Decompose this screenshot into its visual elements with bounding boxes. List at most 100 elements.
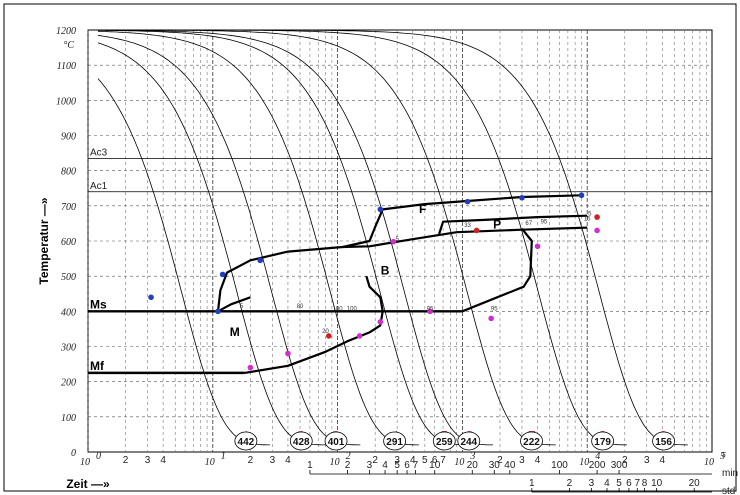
phase-percent-label: 100 xyxy=(347,307,358,313)
transformation-point xyxy=(488,315,494,322)
x-minor-label: 6 xyxy=(432,455,438,466)
hours-tick-label: 3 xyxy=(589,478,595,489)
hardness-value-1: 442 xyxy=(238,437,255,448)
hardness-circle-1 xyxy=(234,431,258,451)
phase-percent-label: 15 xyxy=(584,217,591,223)
hardness-value-6: 244 xyxy=(460,437,477,448)
hours-tick-label: 1 xyxy=(529,478,535,489)
phase-percent-label: 33 xyxy=(464,223,471,229)
transformation-point xyxy=(377,319,384,325)
x-decade-label: 10 xyxy=(454,457,464,468)
minutes-tick-label: 1 xyxy=(307,460,313,471)
y-tick-label: 300 xyxy=(60,343,76,354)
cooling-curve-2 xyxy=(97,42,326,446)
transformation-point xyxy=(377,206,384,213)
x-decade-label: 10 xyxy=(205,457,215,468)
x-minor-label: 4 xyxy=(410,455,416,466)
phase-percent-label: 20 xyxy=(322,329,329,335)
phase-percent-label: 80 xyxy=(297,304,304,310)
phase-percent-label: 100 xyxy=(333,307,344,313)
transformation-point xyxy=(215,308,221,315)
cooling-curve-4 xyxy=(97,30,419,446)
minutes-tick-label: 4 xyxy=(382,460,388,471)
hours-tick-label: 10 xyxy=(651,478,663,489)
hardness-value-3: 401 xyxy=(328,437,345,448)
cooling-curve-6 xyxy=(97,29,493,446)
transformation-point xyxy=(219,271,226,278)
phase-percent-label: 67 xyxy=(525,221,532,227)
hardness-circle-4 xyxy=(383,431,407,451)
minutes-tick-label: 6 xyxy=(404,460,410,471)
ref-label-ac1: Ac1 xyxy=(90,181,108,192)
minutes-tick-label: 40 xyxy=(504,460,516,471)
hardness-circle-9 xyxy=(652,431,675,451)
y-unit-label: °C xyxy=(63,40,74,51)
x-minor-label: 3 xyxy=(270,455,276,466)
hours-tick-label: 2 xyxy=(567,478,573,489)
transformation-point xyxy=(247,364,254,371)
region-label-b: B xyxy=(381,263,390,277)
hardness-circle-2 xyxy=(289,431,313,451)
cooling-curve-3 xyxy=(97,35,361,446)
x-minor-label: 7 xyxy=(440,455,446,466)
minutes-tick-label: 300 xyxy=(611,460,628,471)
ref-label-ac3: Ac3 xyxy=(90,147,108,158)
x-minor-label: 2 xyxy=(622,455,628,466)
cooling-curve-1 xyxy=(97,78,271,446)
y-tick-label: 600 xyxy=(61,237,76,248)
hardness-circle-3 xyxy=(324,431,348,451)
x-minor-label: 2 xyxy=(497,455,503,466)
minutes-tick-label: 3 xyxy=(367,460,373,471)
x-minor-label: 3 xyxy=(145,455,151,466)
x-decade-label: 10 xyxy=(579,457,589,468)
x-minor-label: 3 xyxy=(644,455,650,466)
x-minor-label: 4 xyxy=(660,455,666,466)
x-minor-label: 4 xyxy=(285,455,291,466)
phase-percent-label: 5 xyxy=(240,304,244,310)
y-tick-label: 400 xyxy=(61,307,76,318)
hardness-circle-7 xyxy=(520,431,543,451)
phase-percent-label: 5 xyxy=(395,237,399,243)
y-tick-label: 500 xyxy=(61,272,76,283)
transformation-point xyxy=(356,333,363,339)
minutes-tick-label: 100 xyxy=(551,460,568,471)
phase-boundary-pearlite-finish xyxy=(342,226,588,249)
x-decade-label: 10 xyxy=(704,457,714,468)
minutes-tick-label: 20 xyxy=(467,460,479,471)
figure-frame xyxy=(3,3,737,492)
x-minor-label: 2 xyxy=(248,455,254,466)
x-minor-label: 4 xyxy=(160,455,166,466)
hardness-value-9: 156 xyxy=(655,437,672,448)
hardness-value-5: 259 xyxy=(436,437,453,448)
phase-boundary-ferrite-start xyxy=(216,194,582,312)
hours-tick-label: 7 xyxy=(635,478,641,489)
y-tick-label: 200 xyxy=(61,378,76,389)
hours-tick-label: 6 xyxy=(626,478,632,489)
cooling-curve-8 xyxy=(97,29,627,446)
x-minor-label: 5 xyxy=(422,455,428,466)
minutes-tick-label: 5 xyxy=(394,460,400,471)
transformation-point xyxy=(148,294,154,301)
hardness-value-8: 179 xyxy=(594,437,611,448)
y-tick-label: 1100 xyxy=(57,61,76,72)
hardness-circle-5 xyxy=(432,431,456,451)
x-decade-exponent: 2 xyxy=(346,451,351,462)
hours-tick-label: 8 xyxy=(642,478,648,489)
ref-label-mf: Mf xyxy=(90,359,105,373)
hardness-value-2: 428 xyxy=(293,437,310,448)
x-decade-exponent: 4 xyxy=(595,451,600,462)
cooling-curve-5 xyxy=(97,30,469,446)
y-tick-label: 1200 xyxy=(56,26,76,37)
minutes-tick-label: 2 xyxy=(345,460,351,471)
transformation-point xyxy=(594,227,600,234)
phase-percent-label: 5 xyxy=(588,212,592,218)
cooling-curve-9 xyxy=(97,29,688,446)
x-decade-exponent: 0 xyxy=(96,451,101,462)
x-decade-exponent: 3 xyxy=(469,451,475,462)
phase-boundary-bainite-finish xyxy=(461,228,533,313)
x-decade-exponent: 5 xyxy=(720,451,725,462)
y-tick-label: 100 xyxy=(61,413,76,424)
x-decade-label: 10 xyxy=(80,457,90,468)
